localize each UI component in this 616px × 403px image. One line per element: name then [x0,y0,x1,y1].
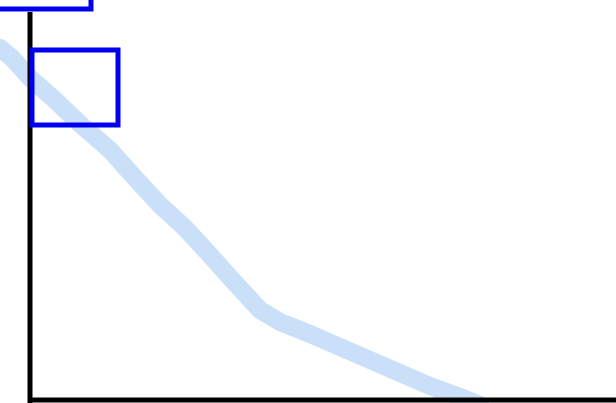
blue-outline-rect[interactable] [29,47,121,128]
light-blue-stroke[interactable] [0,39,489,403]
blue-outline-rect-top[interactable] [0,0,94,12]
